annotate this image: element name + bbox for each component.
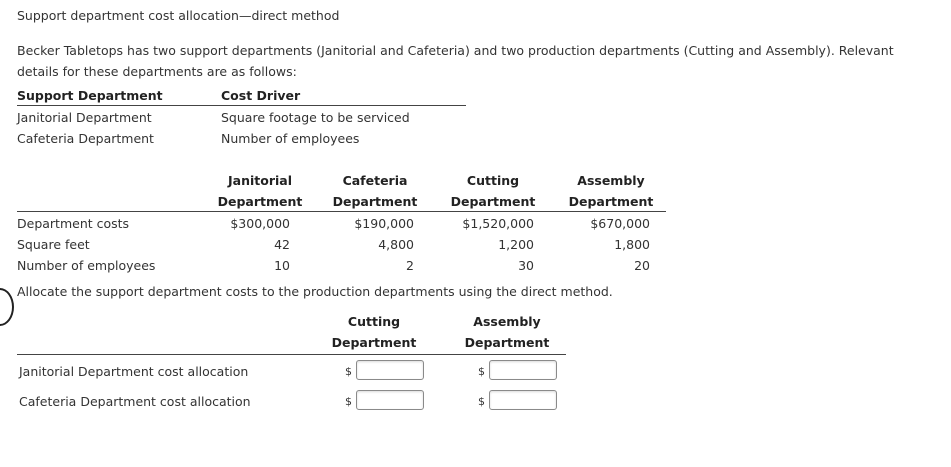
alloc-row-cafeteria-label: Cafeteria Department cost allocation bbox=[19, 394, 251, 409]
details-header-cutting-line2: Department bbox=[450, 194, 536, 209]
currency-symbol: $ bbox=[345, 365, 352, 378]
details-row-label: Number of employees bbox=[17, 258, 156, 273]
instruction-text: Allocate the support department costs to… bbox=[17, 284, 613, 299]
details-cell: 2 bbox=[406, 258, 414, 273]
details-cell: $670,000 bbox=[590, 216, 650, 231]
details-header-assembly-line1: Assembly bbox=[577, 173, 645, 188]
details-header-cafeteria-line2: Department bbox=[332, 194, 418, 209]
details-header-janitorial-line1: Janitorial bbox=[227, 173, 292, 188]
driver-row-cafeteria-driver: Number of employees bbox=[221, 131, 360, 146]
details-header-janitorial-line2: Department bbox=[217, 194, 303, 209]
alloc-header-assembly-line2: Department bbox=[464, 335, 550, 350]
details-cell: 4,800 bbox=[378, 237, 414, 252]
driver-table-rule bbox=[17, 105, 466, 106]
currency-symbol: $ bbox=[345, 395, 352, 408]
details-cell: $300,000 bbox=[230, 216, 290, 231]
driver-row-janitorial-label: Janitorial Department bbox=[17, 110, 152, 125]
details-header-cutting-line1: Cutting bbox=[466, 173, 520, 188]
details-row-label: Department costs bbox=[17, 216, 130, 231]
problem-intro: Becker Tabletops has two support departm… bbox=[17, 43, 894, 79]
alloc-row-janitorial-label: Janitorial Department cost allocation bbox=[19, 364, 249, 379]
details-cell: 1,200 bbox=[498, 237, 534, 252]
driver-header-support-department: Support Department bbox=[17, 88, 163, 103]
cafeteria-assembly-allocation-input[interactable] bbox=[489, 390, 557, 410]
driver-row-janitorial-driver: Square footage to be serviced bbox=[221, 110, 410, 125]
currency-symbol: $ bbox=[478, 365, 485, 378]
details-row-label: Square feet bbox=[17, 237, 90, 252]
details-cell: 10 bbox=[274, 258, 290, 273]
details-table-rule bbox=[17, 211, 666, 212]
driver-header-cost-driver: Cost Driver bbox=[221, 88, 301, 103]
janitorial-assembly-allocation-input[interactable] bbox=[489, 360, 557, 380]
alloc-table-rule bbox=[17, 354, 566, 355]
alloc-header-cutting-line2: Department bbox=[331, 335, 417, 350]
details-cell: $1,520,000 bbox=[462, 216, 534, 231]
alloc-header-assembly-line1: Assembly bbox=[473, 314, 541, 329]
question-marker-icon bbox=[0, 288, 14, 326]
details-cell: 42 bbox=[274, 237, 290, 252]
problem-title: Support department cost allocation—direc… bbox=[17, 8, 340, 23]
details-cell: 20 bbox=[634, 258, 650, 273]
janitorial-cutting-allocation-input[interactable] bbox=[356, 360, 424, 380]
driver-row-cafeteria-label: Cafeteria Department bbox=[17, 131, 154, 146]
alloc-header-cutting-line1: Cutting bbox=[347, 314, 401, 329]
details-header-assembly-line2: Department bbox=[568, 194, 654, 209]
details-cell: 30 bbox=[518, 258, 534, 273]
details-header-cafeteria-line1: Cafeteria bbox=[342, 173, 408, 188]
details-cell: $190,000 bbox=[354, 216, 414, 231]
currency-symbol: $ bbox=[478, 395, 485, 408]
details-cell: 1,800 bbox=[614, 237, 650, 252]
cafeteria-cutting-allocation-input[interactable] bbox=[356, 390, 424, 410]
